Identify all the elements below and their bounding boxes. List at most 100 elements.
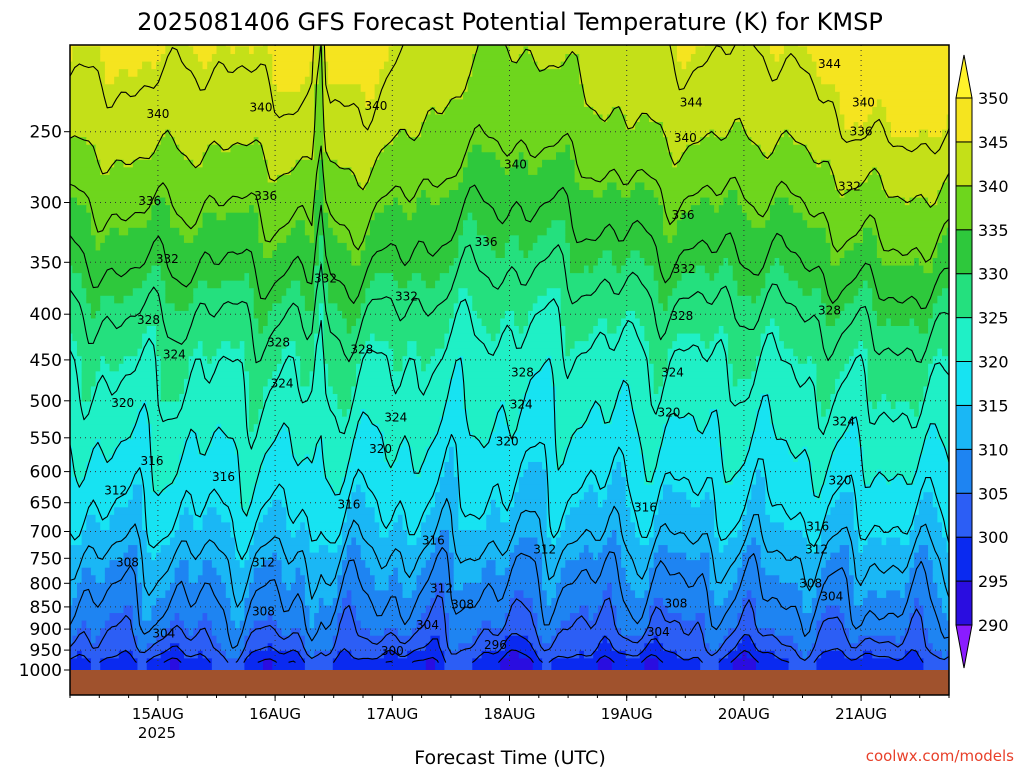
fill-cell [435,499,459,508]
fill-cell [239,461,264,471]
fill-cell [500,318,515,327]
fill-cell [662,303,669,312]
fill-cell [662,484,673,493]
fill-cell [100,363,111,372]
fill-cell [435,492,459,501]
fill-cell [574,174,836,184]
fill-cell [81,537,148,546]
fill-cell [216,348,245,357]
fill-cell [742,122,845,131]
fill-cell [918,461,949,471]
fill-cell [667,545,720,554]
fill-cell [272,643,306,652]
contour-line-308 [70,547,949,649]
fill-cell [556,537,608,546]
fill-cell [137,348,157,357]
fill-cell [621,461,645,471]
fill-cell [230,341,241,350]
fill-cell [644,469,655,478]
fill-cell [556,446,566,456]
fill-cell [132,492,143,501]
fill-cell [607,635,655,644]
fill-cell [551,537,557,546]
fill-cell [546,590,557,599]
fill-cell [807,537,822,546]
contour-line-320 [70,357,949,517]
fill-cell [70,499,129,508]
fill-cell [616,401,632,410]
fill-cell [476,310,506,320]
fill-cell [518,152,525,161]
fill-cell [904,650,920,659]
fill-cell [351,439,385,448]
fill-cell [509,54,520,63]
fill-cell [383,61,473,70]
fill-cell [374,582,390,591]
fill-cell [523,326,566,335]
fill-cell [109,613,134,622]
fill-cell [272,54,315,63]
fill-cell [509,650,520,659]
fill-cell [709,416,720,425]
fill-cell [616,529,636,539]
fill-cell [904,582,938,591]
fill-cell [472,61,538,70]
fill-cell [839,190,845,199]
fill-cell [70,137,87,146]
fill-cell [188,371,250,380]
fill-cell [825,522,855,531]
fill-cell [70,386,83,395]
fill-cell [230,529,255,539]
fill-cell [635,182,645,191]
fill-cell [337,575,376,584]
fill-cell [811,152,949,161]
fill-cell [70,76,106,85]
fill-cell [602,545,622,554]
fill-cell [644,658,659,671]
fill-cell [151,454,180,463]
fill-cell [816,363,845,372]
fill-cell [909,613,925,622]
fill-cell [518,416,557,425]
fill-cell [314,295,329,304]
fill-cell [397,514,404,523]
fill-cell [276,431,292,440]
fill-cell [504,567,543,576]
fill-cell [593,190,604,199]
fill-cell [383,446,399,456]
contour-label: 320 [111,396,134,410]
fill-cell [244,597,306,607]
fill-cell [70,46,73,55]
fill-cell [342,560,366,569]
fill-cell [197,575,222,584]
fill-cell [188,560,204,569]
fill-cell [286,522,301,531]
fill-cell [621,469,645,478]
fill-cell [732,273,766,282]
fill-cell [579,54,678,63]
fill-cell [672,235,827,244]
fill-cell [714,597,725,607]
fill-cell [453,363,464,372]
fill-cell [737,529,804,539]
colorbar-band [955,492,973,538]
fill-cell [918,409,949,418]
fill-cell [556,409,590,418]
fill-cell [81,280,143,289]
fill-cell [649,356,669,365]
fill-cell [351,250,362,259]
fill-cell [449,386,464,395]
fill-cell [862,461,920,471]
fill-cell [263,560,283,569]
fill-cell [732,265,771,274]
fill-cell [216,212,227,221]
fill-cell [444,582,455,591]
fill-cell [858,431,929,440]
fill-cell [849,635,859,644]
fill-cell [104,567,139,576]
fill-cell [481,650,511,659]
fill-cell [95,514,111,523]
fill-cell [118,439,152,448]
fill-cell [337,582,376,591]
fill-cell [137,658,148,671]
